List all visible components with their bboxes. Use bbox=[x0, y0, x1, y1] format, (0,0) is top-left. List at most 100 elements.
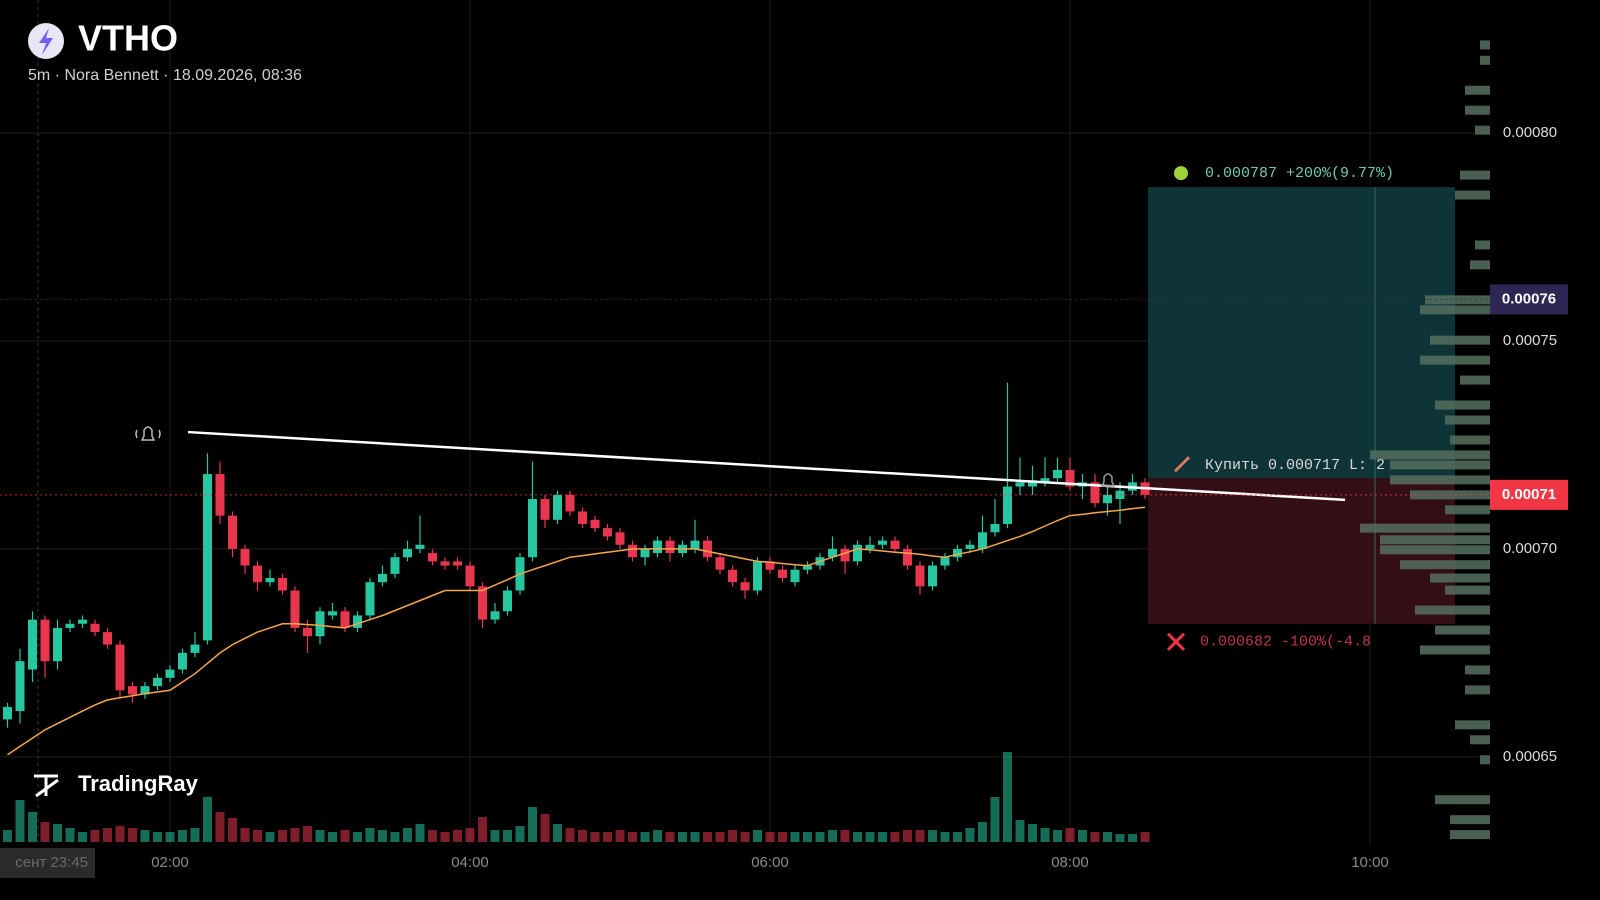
price-label: 0.00076 bbox=[1502, 290, 1556, 307]
candle-body bbox=[628, 544, 637, 558]
profile-bar bbox=[1370, 450, 1490, 460]
volume-bar bbox=[478, 817, 487, 842]
volume-bar bbox=[353, 832, 362, 842]
volume-bar bbox=[90, 830, 100, 842]
candle-body bbox=[15, 661, 25, 712]
candle-body bbox=[453, 561, 462, 566]
moving-average bbox=[7, 506, 1146, 756]
volume-bar bbox=[778, 832, 787, 842]
candle-body bbox=[178, 652, 187, 670]
profile-bar bbox=[1475, 125, 1490, 135]
candle-body bbox=[828, 548, 837, 558]
profile-bar bbox=[1465, 685, 1490, 695]
volume-bar bbox=[728, 830, 737, 842]
candle-body bbox=[128, 686, 137, 695]
volume-bar bbox=[790, 832, 800, 842]
candle-body bbox=[803, 565, 812, 570]
candle-body bbox=[1028, 480, 1037, 487]
candle-body bbox=[690, 540, 700, 549]
profile-bar bbox=[1430, 335, 1490, 345]
volume-bar bbox=[803, 832, 812, 842]
volume-bar bbox=[1090, 832, 1100, 842]
profile-bar bbox=[1435, 400, 1490, 410]
subtitle: 5m · Nora Bennett · 18.09.2026, 08:36 bbox=[28, 67, 302, 84]
candle-body bbox=[303, 627, 312, 637]
volume-bar bbox=[603, 832, 612, 842]
price-label: 0.00071 bbox=[1502, 486, 1556, 503]
price-label-box bbox=[1490, 284, 1568, 315]
volume-bar bbox=[1065, 828, 1075, 842]
volume-bar bbox=[1028, 824, 1037, 842]
x-tick-label: 10:00 bbox=[1351, 854, 1389, 871]
profile-bar bbox=[1390, 475, 1490, 485]
candle-body bbox=[915, 565, 925, 587]
candle-body bbox=[990, 523, 1000, 533]
volume-bar bbox=[453, 830, 462, 842]
candle-body bbox=[778, 569, 787, 579]
volume-bar bbox=[853, 832, 862, 842]
candle-body bbox=[378, 573, 387, 583]
profile-bar bbox=[1360, 523, 1490, 533]
volume-bar bbox=[703, 832, 712, 842]
candle-body bbox=[728, 569, 737, 583]
candle-body bbox=[865, 544, 875, 549]
volume-bar bbox=[615, 830, 625, 842]
candle-body bbox=[203, 474, 212, 641]
stop-icon bbox=[1166, 632, 1186, 651]
volume-bar bbox=[278, 830, 287, 842]
axes: 0.00080 0.00075 0.00070 0.00065 02:00 04:00 06… bbox=[0, 124, 1568, 878]
candle-body bbox=[965, 544, 975, 549]
volume-bar bbox=[490, 830, 500, 842]
crosshair-time-box bbox=[0, 848, 95, 878]
volume-bar bbox=[815, 832, 825, 842]
candle-body bbox=[478, 586, 487, 620]
profile-bar bbox=[1450, 815, 1490, 825]
entry-icon bbox=[1174, 456, 1190, 473]
volume-bar bbox=[1015, 820, 1025, 842]
volume-bar bbox=[178, 830, 187, 842]
y-tick-label: 0.00075 bbox=[1503, 332, 1557, 349]
candle-body bbox=[715, 557, 725, 570]
price-label-box bbox=[1490, 479, 1568, 510]
candle-body bbox=[240, 548, 250, 566]
profile-bar bbox=[1475, 240, 1490, 250]
profile-bar bbox=[1420, 645, 1490, 655]
candle-body bbox=[928, 565, 937, 587]
volume-bar bbox=[115, 826, 125, 842]
candle-body bbox=[490, 611, 500, 620]
volume-bar bbox=[578, 830, 587, 842]
volume-bar bbox=[965, 828, 975, 842]
volume-bar bbox=[1078, 830, 1087, 842]
volume-bar bbox=[140, 830, 150, 842]
target-label: 0.000787 +200%(9.77%) bbox=[1205, 165, 1394, 182]
candle-body bbox=[228, 515, 237, 549]
profile-bar bbox=[1420, 305, 1490, 315]
y-tick-label: 0.00070 bbox=[1503, 540, 1557, 557]
volume-bar bbox=[740, 832, 750, 842]
candle-body bbox=[878, 540, 887, 545]
volume-bar bbox=[440, 832, 450, 842]
candle-body bbox=[28, 619, 37, 670]
stop-label: 0.000682 -100%(-4.8 bbox=[1200, 634, 1371, 651]
target-icon bbox=[1174, 166, 1188, 181]
candle-body bbox=[103, 632, 112, 645]
volume-bar bbox=[753, 830, 762, 842]
volume-pane bbox=[3, 752, 1150, 842]
candle-body bbox=[740, 582, 750, 591]
volume-bar bbox=[865, 832, 875, 842]
candle-body bbox=[190, 644, 200, 653]
profile-bar bbox=[1460, 170, 1490, 180]
candle-body bbox=[1103, 494, 1112, 504]
candle-body bbox=[290, 590, 300, 628]
volume-bar bbox=[590, 832, 600, 842]
profile-bar bbox=[1445, 585, 1490, 595]
candle-body bbox=[540, 499, 550, 520]
candle-body bbox=[365, 582, 375, 616]
volume-bar bbox=[953, 832, 962, 842]
candle-body bbox=[428, 553, 437, 562]
crosshair-time-label: сент 23:45 bbox=[15, 854, 88, 871]
candle-body bbox=[278, 578, 287, 591]
candle-body bbox=[753, 561, 762, 591]
volume-bar bbox=[903, 830, 912, 842]
candle-body bbox=[703, 540, 712, 558]
